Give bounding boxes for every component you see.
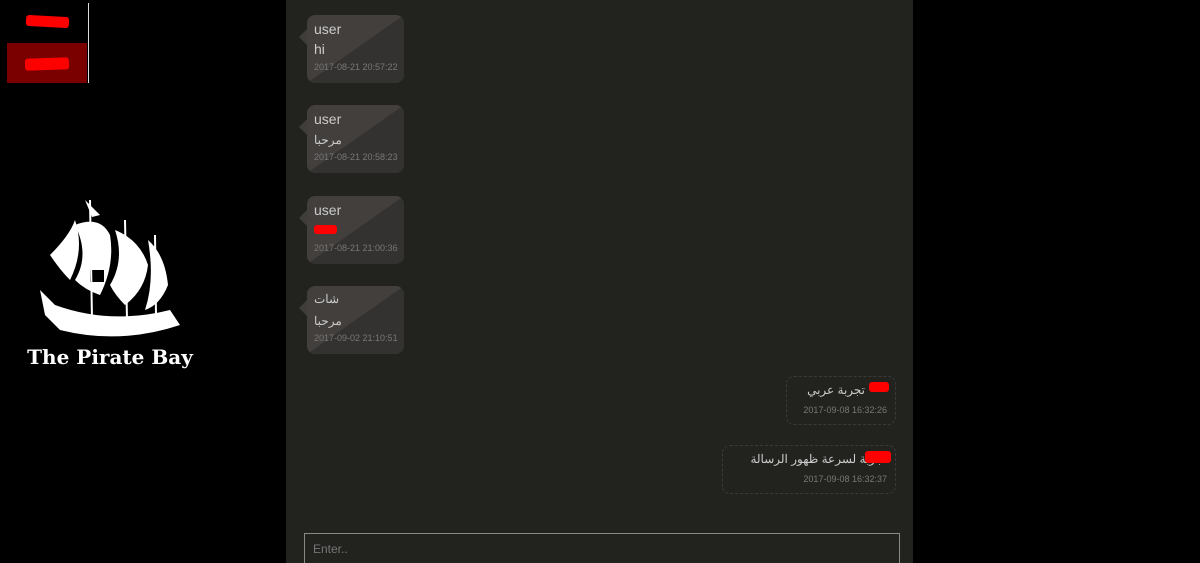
message-time: 2017-08-21 20:58:23 <box>314 152 398 162</box>
redaction-mark <box>869 382 889 392</box>
message-text: تجربة عربي <box>807 383 865 397</box>
message-incoming: user مرحبا 2017-08-21 20:58:23 <box>299 105 404 173</box>
message-incoming: user 2017-08-21 21:00:36 <box>299 196 404 264</box>
message-sender: user <box>314 21 342 37</box>
message-time: 2017-09-08 16:32:26 <box>803 405 887 415</box>
message-text: تجربة لسرعة ظهور الرسالة <box>750 452 887 466</box>
redaction-mark <box>24 57 70 71</box>
menu-item-1[interactable] <box>7 3 87 43</box>
message-time: 2017-09-02 21:10:51 <box>314 333 398 343</box>
message-incoming: شات مرحبا 2017-09-02 21:10:51 <box>299 286 404 354</box>
pirate-bay-logo: The Pirate Bay <box>25 195 195 380</box>
message-input[interactable] <box>304 533 900 563</box>
message-time: 2017-08-21 20:57:22 <box>314 62 398 72</box>
message-text: hi <box>314 41 325 57</box>
redaction-mark <box>314 225 337 234</box>
pirate-ship-icon <box>40 199 180 337</box>
chat-panel: user hi 2017-08-21 20:57:22 user مرحبا 2… <box>286 0 913 563</box>
message-incoming: user hi 2017-08-21 20:57:22 <box>299 15 404 83</box>
message-time: 2017-09-08 16:32:37 <box>803 474 887 484</box>
message-text: مرحبا <box>314 314 342 328</box>
message-outgoing: تجربة لسرعة ظهور الرسالة 2017-09-08 16:3… <box>722 445 896 494</box>
side-menu <box>7 3 89 83</box>
message-text: مرحبا <box>314 133 342 147</box>
redaction-mark <box>25 14 70 29</box>
logo-text: The Pirate Bay <box>27 345 193 369</box>
message-sender: user <box>314 202 342 218</box>
message-outgoing: تجربة عربي 2017-09-08 16:32:26 <box>786 376 896 425</box>
redaction-mark <box>865 451 891 463</box>
message-sender: شات <box>314 292 340 306</box>
message-time: 2017-08-21 21:00:36 <box>314 243 398 253</box>
menu-item-2-active[interactable] <box>7 43 87 83</box>
message-sender: user <box>314 111 342 127</box>
